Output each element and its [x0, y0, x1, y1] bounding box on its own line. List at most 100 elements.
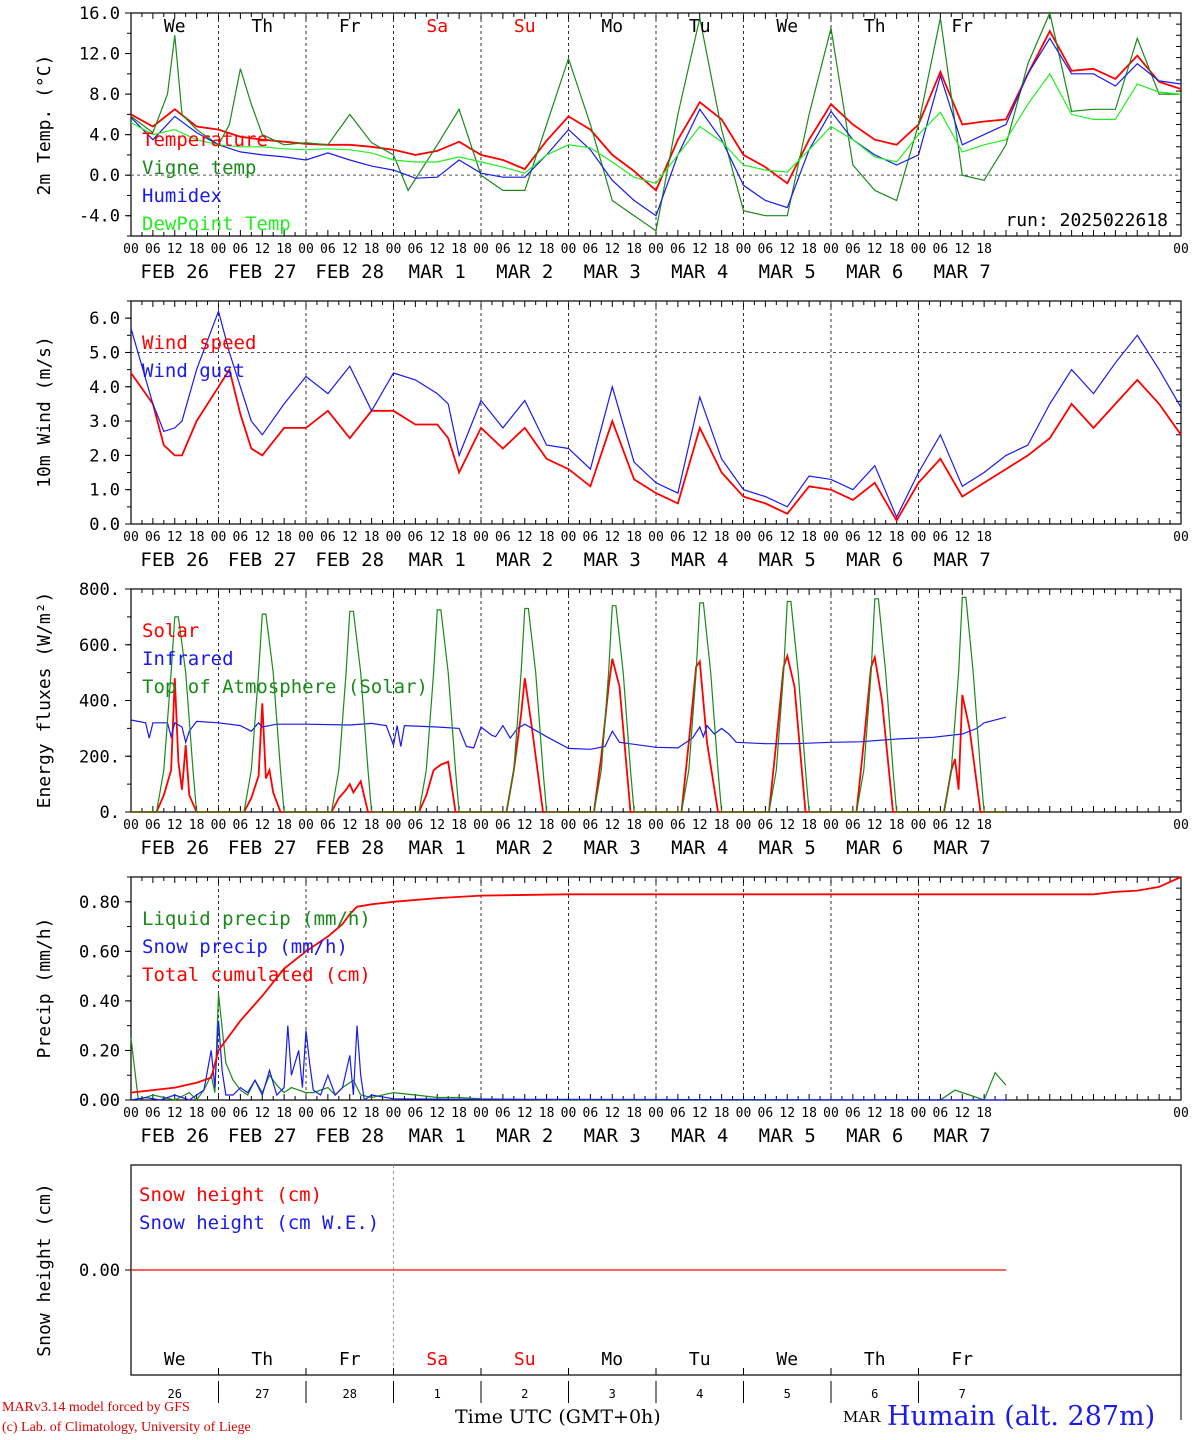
hour-tick-label: 06 — [583, 818, 599, 833]
y-tick-label: 400. — [79, 692, 120, 712]
series-line-snow-precip-mm-h- — [130, 1020, 1007, 1102]
y-tick-label: 1.0 — [89, 481, 120, 501]
hour-tick-label: 06 — [933, 1106, 949, 1121]
legend-entry: Humidex — [142, 185, 222, 207]
date-label: MAR 1 — [409, 837, 466, 859]
hour-tick-label: 12 — [429, 1106, 445, 1121]
hour-tick-label: 06 — [933, 242, 949, 257]
hour-tick-label: 12 — [167, 242, 183, 257]
hour-tick-label: 12 — [429, 242, 445, 257]
hour-tick-label: 00 — [823, 242, 839, 257]
hour-tick-label: 00 — [1173, 530, 1189, 545]
y-tick-label: 0.40 — [79, 992, 120, 1012]
hour-tick-label: 12 — [779, 1106, 795, 1121]
hour-tick-label: 06 — [320, 530, 336, 545]
plot-frame — [130, 588, 1182, 813]
hour-tick-label: 00 — [386, 530, 402, 545]
model-credit: MARv3.14 model forced by GFS — [2, 1400, 190, 1415]
hour-tick-label: 12 — [254, 1106, 270, 1121]
series-line-humidex — [130, 37, 1182, 217]
hour-tick-label: 06 — [495, 1106, 511, 1121]
legend-entry: Wind speed — [142, 332, 256, 354]
date-label: MAR 6 — [846, 837, 903, 859]
hour-tick-label: 12 — [867, 242, 883, 257]
series-line-infrared — [130, 716, 1007, 750]
hour-tick-label: 06 — [320, 242, 336, 257]
hour-tick-label: 18 — [889, 530, 905, 545]
site-name: Humain (alt. 287m) — [887, 1401, 1156, 1432]
hour-tick-label: 00 — [648, 530, 664, 545]
hour-tick-label: 18 — [976, 1106, 992, 1121]
hour-tick-label: 00 — [473, 1106, 489, 1121]
y-tick-label: 200. — [79, 747, 120, 767]
hour-tick-label: 06 — [233, 530, 249, 545]
hour-tick-label: 18 — [451, 530, 467, 545]
hour-tick-label: 06 — [145, 530, 161, 545]
series-line-temperature — [130, 29, 1182, 192]
hour-tick-label: 18 — [801, 1106, 817, 1121]
weekday-label: Mo — [601, 1349, 623, 1370]
y-tick-label: 0. — [100, 803, 120, 823]
hour-tick-label: 06 — [145, 1106, 161, 1121]
legend-entry: Snow precip (mm/h) — [142, 936, 348, 958]
date-label: MAR 2 — [496, 549, 553, 571]
hour-tick-label: 00 — [648, 1106, 664, 1121]
hour-tick-label: 12 — [954, 530, 970, 545]
hour-tick-label: 06 — [320, 1106, 336, 1121]
hour-tick-label: 06 — [758, 1106, 774, 1121]
hour-tick-label: 18 — [714, 242, 730, 257]
y-axis-label: Energy fluxes (W/m²) — [34, 592, 55, 809]
hour-tick-label: 12 — [517, 818, 533, 833]
date-label: MAR 1 — [409, 1125, 466, 1147]
hour-tick-label: 06 — [583, 242, 599, 257]
hour-tick-label: 00 — [736, 1106, 752, 1121]
weekday-label: We — [776, 1349, 798, 1370]
date-label: MAR 3 — [584, 261, 641, 283]
hour-tick-label: 12 — [517, 242, 533, 257]
hour-tick-label: 00 — [123, 1106, 139, 1121]
hour-tick-label: 18 — [539, 530, 555, 545]
series-line-wind-gust — [130, 309, 1182, 519]
hour-tick-label: 18 — [626, 1106, 642, 1121]
hour-tick-label: 06 — [933, 818, 949, 833]
hour-tick-label: 06 — [495, 818, 511, 833]
hour-tick-label: 06 — [758, 818, 774, 833]
weekday-label: Su — [514, 1349, 536, 1370]
hour-tick-label: 00 — [561, 818, 577, 833]
hour-tick-label: 12 — [604, 530, 620, 545]
y-tick-label: 3.0 — [89, 412, 120, 432]
hour-tick-label: 00 — [386, 1106, 402, 1121]
series-line-wind-speed — [130, 367, 1182, 523]
series-line-solar — [131, 652, 1006, 813]
y-tick-label: 16.0 — [79, 4, 120, 24]
hour-tick-label: 00 — [473, 818, 489, 833]
hour-tick-label: 12 — [867, 530, 883, 545]
y-tick-label: 0.60 — [79, 942, 120, 962]
hour-tick-label: 18 — [801, 530, 817, 545]
hour-tick-label: 00 — [298, 242, 314, 257]
date-label: MAR 5 — [759, 837, 816, 859]
hour-tick-label: 00 — [123, 530, 139, 545]
hour-tick-label: 00 — [211, 818, 227, 833]
hour-tick-label: 00 — [561, 530, 577, 545]
hour-tick-label: 12 — [342, 242, 358, 257]
date-label: FEB 28 — [315, 1125, 384, 1147]
hour-tick-label: 00 — [911, 242, 927, 257]
legend-entry: Liquid precip (mm/h) — [142, 908, 371, 930]
hour-tick-label: 00 — [561, 1106, 577, 1121]
date-label: MAR 5 — [759, 1125, 816, 1147]
hour-tick-label: 06 — [670, 1106, 686, 1121]
series-line-top-of-atmosphere-solar- — [131, 596, 1006, 813]
hour-tick-label: 18 — [976, 530, 992, 545]
hour-tick-label: 06 — [408, 818, 424, 833]
hour-tick-label: 06 — [320, 818, 336, 833]
legend-entry: Infrared — [142, 648, 234, 670]
weekday-label: Fr — [339, 1349, 361, 1370]
hour-tick-label: 06 — [583, 1106, 599, 1121]
hour-tick-label: 18 — [539, 1106, 555, 1121]
hour-tick-label: 00 — [211, 1106, 227, 1121]
hour-tick-label: 00 — [911, 818, 927, 833]
hour-tick-label: 00 — [211, 242, 227, 257]
hour-tick-label: 12 — [954, 1106, 970, 1121]
